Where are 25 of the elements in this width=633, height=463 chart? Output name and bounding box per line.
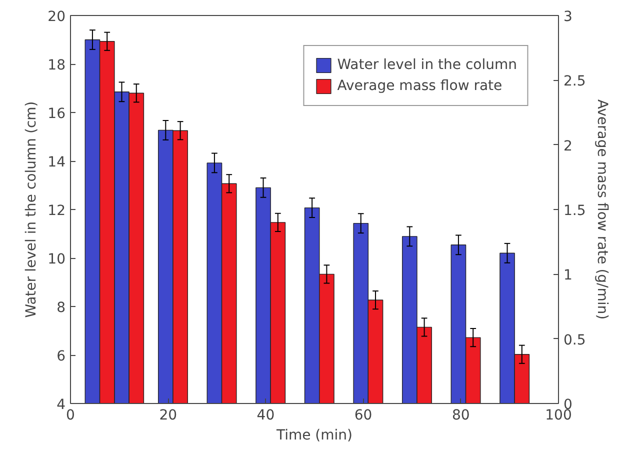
y-tick-label: 18 bbox=[48, 58, 66, 74]
legend-label: Average mass flow rate bbox=[337, 78, 502, 94]
y-tick-label: 16 bbox=[48, 106, 66, 122]
y2-tick-label: 2 bbox=[564, 138, 572, 154]
y-tick-label: 6 bbox=[56, 348, 66, 364]
legend-label: Water level in the column bbox=[337, 57, 517, 73]
y-tick-label: 12 bbox=[48, 203, 66, 219]
y2-tick-label: 1.5 bbox=[564, 203, 586, 219]
x-axis-title: Time (min) bbox=[275, 428, 353, 444]
x-tick-label: 80 bbox=[452, 408, 470, 424]
x-tick-label: 20 bbox=[159, 408, 178, 424]
y2-axis-title: Average mass flow rate (g/min) bbox=[594, 99, 610, 320]
y2-tick-label: 0.5 bbox=[564, 332, 586, 348]
x-tick-label: 40 bbox=[256, 408, 275, 424]
y-tick-label: 4 bbox=[56, 397, 66, 413]
y2-tick-label: 1 bbox=[564, 268, 572, 284]
y-tick-label: 8 bbox=[56, 300, 66, 316]
y-tick-label: 20 bbox=[48, 9, 66, 25]
y2-tick-label: 2.5 bbox=[564, 74, 586, 90]
x-tick-label: 0 bbox=[66, 408, 75, 424]
y-axis-title: Water level in the column (cm) bbox=[24, 101, 40, 318]
y-tick-label: 14 bbox=[48, 154, 66, 170]
y-tick-label: 10 bbox=[48, 252, 66, 268]
x-tick-label: 60 bbox=[354, 408, 372, 424]
y2-tick-label: 3 bbox=[564, 9, 572, 25]
